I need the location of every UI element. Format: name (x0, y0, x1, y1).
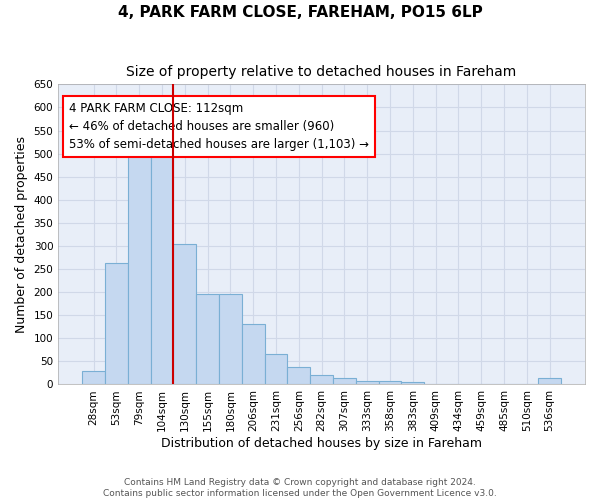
Bar (401, 382, 424, 384)
Text: Contains HM Land Registry data © Crown copyright and database right 2024.
Contai: Contains HM Land Registry data © Crown c… (103, 478, 497, 498)
Bar (242, 324, 265, 384)
Bar (287, 367, 310, 384)
Bar (538, 378, 561, 384)
Title: Size of property relative to detached houses in Fareham: Size of property relative to detached ho… (127, 65, 517, 79)
Text: 4, PARK FARM CLOSE, FAREHAM, PO15 6LP: 4, PARK FARM CLOSE, FAREHAM, PO15 6LP (118, 5, 482, 20)
Bar (128, 148, 151, 384)
X-axis label: Distribution of detached houses by size in Fareham: Distribution of detached houses by size … (161, 437, 482, 450)
Bar (310, 375, 333, 384)
Bar (356, 381, 379, 384)
Bar (82, 370, 105, 384)
Bar (196, 294, 219, 384)
Bar (219, 294, 242, 384)
Bar (151, 148, 173, 384)
Text: 4 PARK FARM CLOSE: 112sqm
← 46% of detached houses are smaller (960)
53% of semi: 4 PARK FARM CLOSE: 112sqm ← 46% of detac… (69, 102, 369, 152)
Bar (105, 264, 128, 384)
Y-axis label: Number of detached properties: Number of detached properties (15, 136, 28, 333)
Bar (333, 378, 356, 384)
Bar (173, 244, 196, 384)
Bar (379, 381, 401, 384)
Bar (265, 354, 287, 384)
